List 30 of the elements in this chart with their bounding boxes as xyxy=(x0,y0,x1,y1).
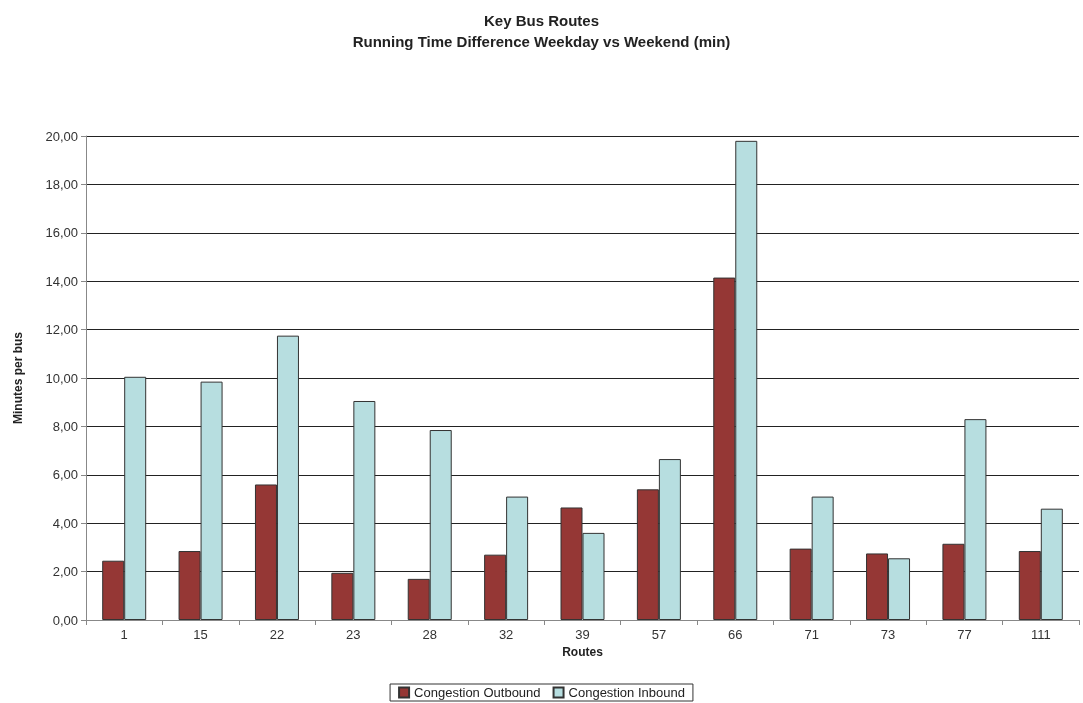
y-tick-label: 4,00 xyxy=(52,515,78,531)
x-tick-label: 57 xyxy=(651,627,667,642)
y-tick-label: 10,00 xyxy=(45,370,78,386)
y-tick-label: 12,00 xyxy=(45,322,78,338)
y-tick-label: 6,00 xyxy=(52,467,78,483)
x-tick-label: 23 xyxy=(346,627,361,642)
x-tick-label: 66 xyxy=(728,627,743,642)
x-axis-title: Routes xyxy=(562,645,604,659)
y-tick-label: 18,00 xyxy=(45,176,78,192)
y-axis-title: Minutes per bus xyxy=(11,331,25,425)
y-tick-label: 2,00 xyxy=(52,564,78,580)
legend-label: Congestion Outbound xyxy=(414,685,541,700)
y-tick-label: 0,00 xyxy=(52,612,78,628)
x-tick-label: 73 xyxy=(880,627,896,642)
y-tick-label: 14,00 xyxy=(45,273,78,289)
y-tick-label: 16,00 xyxy=(45,225,78,241)
x-tick-label: 28 xyxy=(422,627,437,642)
chart-title: Key Bus Routes xyxy=(483,12,600,29)
x-tick-label: 32 xyxy=(498,627,514,642)
x-tick-label: 1 xyxy=(120,627,128,642)
legend-label: Congestion Inbound xyxy=(568,685,685,700)
x-tick-label: 71 xyxy=(804,627,819,642)
x-tick-label: 39 xyxy=(575,627,590,642)
y-tick-label: 8,00 xyxy=(52,418,78,434)
y-tick-label: 20,00 xyxy=(45,128,78,144)
x-tick-label: 22 xyxy=(269,627,285,642)
x-tick-label: 111 xyxy=(1030,627,1051,642)
x-tick-label: 15 xyxy=(193,627,208,642)
x-tick-label: 77 xyxy=(957,627,972,642)
chart-subtitle: Running Time Difference Weekday vs Weekend (min) xyxy=(352,33,731,50)
